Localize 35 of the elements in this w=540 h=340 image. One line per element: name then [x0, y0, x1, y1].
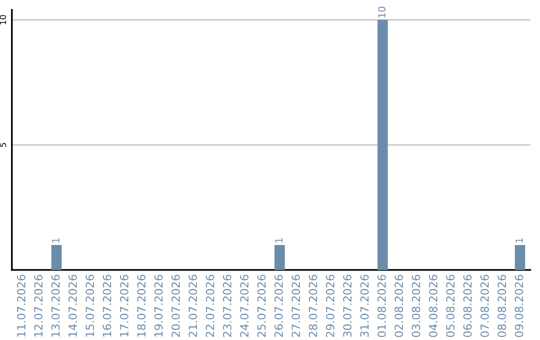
x-tick-label: 19.07.2026 [154, 274, 163, 337]
x-tick-label: 14.07.2026 [68, 274, 77, 337]
x-tick-label: 21.07.2026 [188, 274, 198, 337]
x-tick-label: 30.07.2026 [343, 274, 352, 337]
x-tick-label: 13.07.2026 [51, 274, 60, 337]
x-tick-label: 05.08.2026 [446, 274, 455, 338]
x-tick-label: 22.07.2026 [206, 274, 214, 337]
data-label: 10 [378, 6, 386, 18]
x-tick-label: 18.07.2026 [137, 274, 146, 337]
data-label: 1 [275, 238, 282, 242]
x-tick-label: 08.08.2026 [498, 274, 506, 338]
x-tick-label: 01.08.2026 [377, 274, 386, 338]
x-tick-label: 03.08.2026 [412, 274, 420, 338]
x-tick-label: 09.08.2026 [514, 274, 524, 338]
x-tick-label: 11.07.2026 [17, 274, 26, 337]
x-tick-label: 12.07.2026 [34, 274, 43, 337]
x-tick-label: 07.08.2026 [480, 274, 489, 338]
data-label: 1 [516, 238, 523, 242]
x-tick-label: 31.07.2026 [360, 274, 369, 337]
x-tick-label: 26.07.2026 [274, 274, 283, 337]
x-tick-label: 15.07.2026 [86, 274, 94, 337]
x-tick-label: 16.07.2026 [102, 274, 112, 337]
x-tick-label: 25.07.2026 [257, 274, 266, 337]
data-label: 1 [52, 238, 60, 242]
x-tick-label: 27.07.2026 [292, 274, 300, 337]
x-tick-label: 23.07.2026 [222, 274, 232, 337]
x-tick-label: 20.07.2026 [171, 274, 180, 337]
y-tick-label: 5 [0, 142, 6, 147]
x-tick-label: 24.07.2026 [240, 274, 249, 337]
x-tick-label: 17.07.2026 [120, 274, 128, 337]
x-tick-label: 06.08.2026 [463, 274, 472, 338]
x-tick-label: 02.08.2026 [394, 274, 404, 338]
x-tick-label: 28.07.2026 [308, 274, 318, 337]
x-tick-label: 04.08.2026 [428, 274, 438, 338]
x-tick-label: 29.07.2026 [326, 274, 334, 337]
